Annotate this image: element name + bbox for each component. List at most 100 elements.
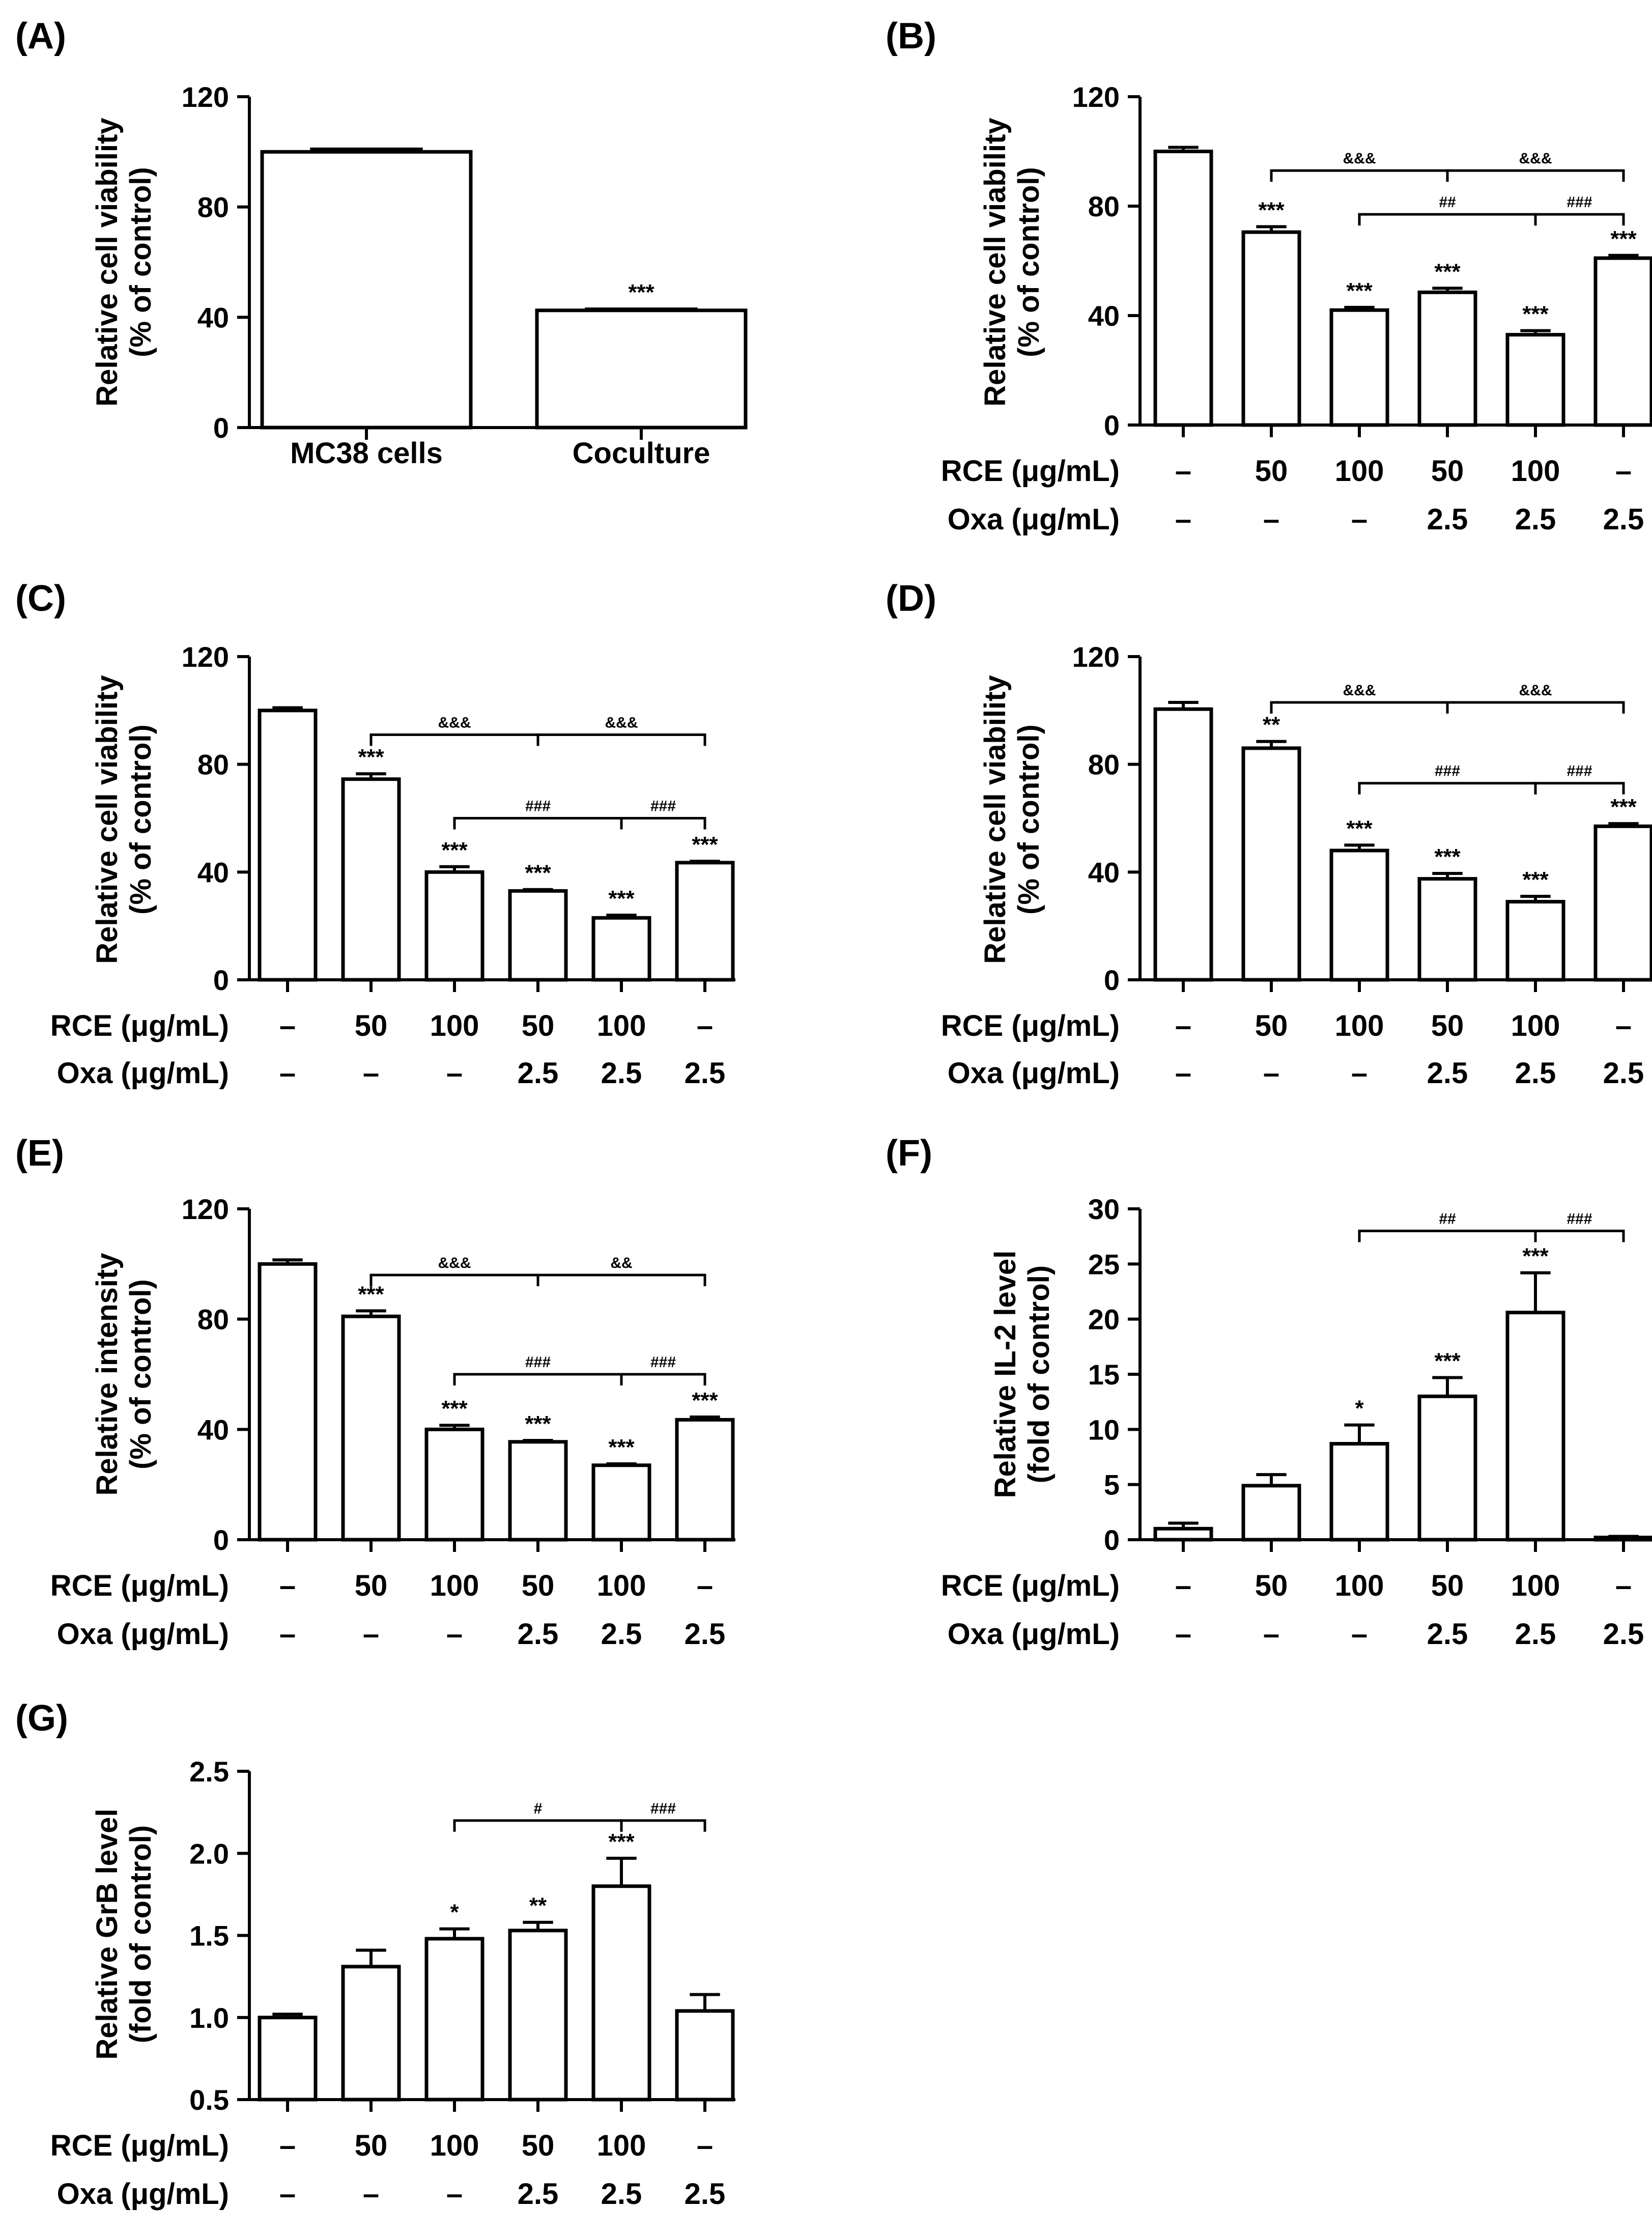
significance-stars: *** bbox=[692, 1388, 718, 1413]
panel-label: (A) bbox=[15, 16, 66, 56]
oxa-row-label: Oxa (μg/mL) bbox=[57, 2177, 229, 2211]
rce-dose-label: 100 bbox=[1511, 1569, 1560, 1602]
y-tick-label: 120 bbox=[1072, 641, 1120, 673]
y-tick-label: 20 bbox=[1088, 1304, 1120, 1336]
oxa-dose-label: – bbox=[1175, 503, 1191, 536]
rce-dose-label: 100 bbox=[597, 2129, 646, 2162]
panel-b: (B) Relative cell viability (% of control)… bbox=[886, 16, 1652, 536]
comparison-bracket bbox=[620, 817, 706, 830]
y-tick-label: 0 bbox=[1104, 964, 1120, 996]
significance-stars: *** bbox=[525, 1411, 551, 1436]
comparison-label: # bbox=[534, 1800, 543, 1817]
bar bbox=[258, 1262, 318, 1542]
y-tick-label: 0 bbox=[213, 412, 229, 444]
rce-dose-label: – bbox=[697, 1009, 713, 1042]
comparison-bracket bbox=[1534, 782, 1625, 795]
y-tick-label: 0 bbox=[213, 964, 229, 996]
comparison-bracket bbox=[1358, 1229, 1537, 1242]
comparison-label: &&& bbox=[605, 714, 638, 731]
comparison-bracket bbox=[1270, 169, 1449, 182]
bar bbox=[1153, 150, 1213, 427]
bar bbox=[1241, 746, 1301, 982]
bar bbox=[1505, 900, 1565, 982]
rce-row-label: RCE (μg/mL) bbox=[50, 1569, 229, 1602]
oxa-dose-label: 2.5 bbox=[1515, 503, 1556, 536]
rce-row-label: RCE (μg/mL) bbox=[50, 2129, 229, 2162]
rce-dose-label: – bbox=[697, 2129, 713, 2162]
y-axis-label: Relative cell viability bbox=[91, 675, 124, 964]
y-axis-label: Relative intensity bbox=[91, 1253, 124, 1495]
comparison-label: ### bbox=[1566, 763, 1592, 780]
oxa-dose-label: 2.5 bbox=[601, 2177, 642, 2211]
y-tick-label: 40 bbox=[1088, 300, 1120, 332]
comparison-label: ### bbox=[650, 1800, 676, 1817]
oxa-dose-label: 2.5 bbox=[685, 2177, 726, 2211]
bar bbox=[1417, 290, 1477, 427]
significance-stars: *** bbox=[1522, 1244, 1549, 1269]
significance-stars: *** bbox=[1434, 259, 1461, 284]
y-tick-label: 120 bbox=[182, 641, 229, 673]
bar bbox=[1505, 1311, 1565, 1542]
significance-stars: *** bbox=[1434, 1349, 1461, 1374]
bar bbox=[1593, 256, 1652, 427]
oxa-dose-label: 2.5 bbox=[1427, 503, 1468, 536]
y-axis-label: (fold of control) bbox=[124, 1825, 157, 2043]
bar bbox=[1593, 1536, 1652, 1542]
comparison-bracket bbox=[369, 1273, 539, 1286]
bar bbox=[1153, 1526, 1213, 1542]
rce-dose-label: – bbox=[279, 1569, 296, 1602]
rce-dose-label: 50 bbox=[1431, 455, 1464, 488]
bar bbox=[591, 916, 651, 982]
comparison-bracket bbox=[453, 817, 623, 830]
y-axis-label: Relative cell viability bbox=[979, 118, 1012, 406]
significance-stars: *** bbox=[608, 886, 635, 911]
oxa-dose-label: – bbox=[446, 1618, 463, 1651]
y-axis-label: Relative cell viability bbox=[979, 675, 1012, 964]
oxa-dose-label: – bbox=[1263, 1057, 1279, 1090]
comparison-bracket bbox=[1534, 213, 1625, 226]
oxa-dose-label: 2.5 bbox=[1603, 1057, 1644, 1090]
oxa-dose-label: – bbox=[1175, 1618, 1191, 1651]
y-tick-label: 80 bbox=[197, 749, 229, 781]
oxa-dose-label: – bbox=[279, 1618, 296, 1651]
significance-stars: *** bbox=[525, 861, 551, 886]
y-tick-label: 120 bbox=[182, 81, 229, 113]
significance-stars: *** bbox=[1522, 867, 1549, 892]
bar bbox=[591, 1463, 651, 1542]
comparison-label: ### bbox=[525, 1354, 551, 1371]
oxa-dose-label: – bbox=[1263, 503, 1279, 536]
bar bbox=[1505, 333, 1565, 427]
rce-dose-label: 50 bbox=[1431, 1009, 1464, 1042]
oxa-dose-label: – bbox=[446, 2177, 463, 2211]
panel-f: (F) Relative IL-2 level (fold of control) 0… bbox=[886, 1133, 1652, 1651]
y-tick-label: 40 bbox=[197, 856, 229, 888]
y-tick-label: 5 bbox=[1104, 1469, 1120, 1501]
y-tick-label: 120 bbox=[1072, 81, 1120, 113]
comparison-bracket bbox=[1446, 701, 1625, 714]
rce-row-label: RCE (μg/mL) bbox=[50, 1009, 229, 1042]
oxa-row-label: Oxa (μg/mL) bbox=[57, 1057, 229, 1090]
oxa-dose-label: – bbox=[1175, 1057, 1191, 1090]
comparison-label: ### bbox=[525, 798, 551, 815]
comparison-label: &&& bbox=[1343, 150, 1376, 167]
bar bbox=[260, 150, 473, 430]
y-axis-label: (% of control) bbox=[124, 724, 157, 915]
oxa-dose-label: – bbox=[1351, 1618, 1368, 1651]
comparison-label: &&& bbox=[1343, 682, 1376, 699]
oxa-dose-label: – bbox=[1263, 1618, 1279, 1651]
bar bbox=[1593, 824, 1652, 982]
panel-label: (G) bbox=[15, 1698, 68, 1739]
oxa-dose-label: 2.5 bbox=[1427, 1618, 1468, 1651]
comparison-label: ### bbox=[1566, 194, 1592, 211]
rce-dose-label: 50 bbox=[1255, 1009, 1288, 1042]
oxa-dose-label: 2.5 bbox=[1427, 1057, 1468, 1090]
y-tick-label: 40 bbox=[197, 301, 229, 333]
significance-stars: * bbox=[1355, 1396, 1364, 1421]
y-axis-label: (% of control) bbox=[1012, 167, 1045, 357]
comparison-label: ### bbox=[1566, 1210, 1592, 1227]
bar bbox=[424, 1937, 485, 2102]
significance-stars: *** bbox=[608, 1829, 635, 1854]
panel-label: (C) bbox=[15, 578, 66, 619]
y-axis-label: Relative cell viability bbox=[91, 118, 124, 406]
